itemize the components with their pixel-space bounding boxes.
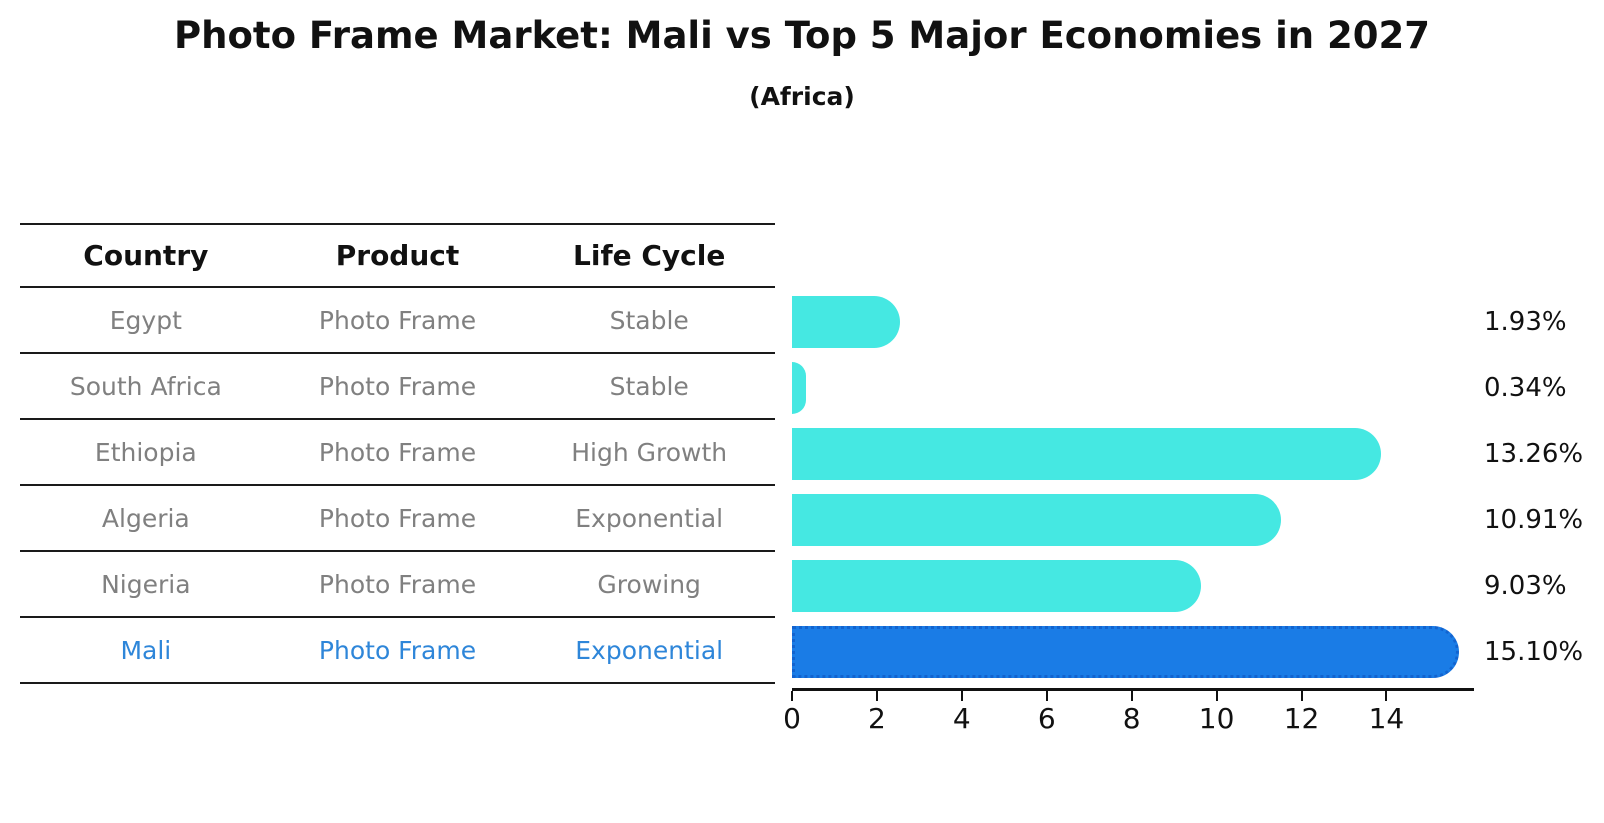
- x-tick-label: 8: [1122, 702, 1141, 735]
- bar-nigeria: [792, 560, 1202, 612]
- x-tick: [1215, 691, 1218, 701]
- x-tick: [791, 691, 793, 701]
- table-row-mali: Mali Photo Frame Exponential: [20, 618, 775, 684]
- table-row-egypt: Egypt Photo Frame Stable: [20, 288, 775, 354]
- comparison-table: Country Product Life Cycle Egypt Photo Frame…: [20, 223, 775, 684]
- table-header-life-cycle: Life Cycle: [573, 239, 726, 272]
- country-cell: Ethiopia: [94, 437, 197, 467]
- table-row-nigeria: Nigeria Photo Frame Growing: [20, 552, 775, 618]
- country-cell: Algeria: [101, 503, 190, 533]
- chart-subtitle: (Africa): [749, 82, 855, 111]
- product-cell: Photo Frame: [318, 305, 477, 335]
- value-label: 10.91%: [1484, 505, 1584, 535]
- table-header-product: Product: [335, 239, 460, 272]
- bar-south-africa: [792, 362, 807, 414]
- x-tick: [1130, 691, 1133, 701]
- x-tick-label: 2: [867, 702, 886, 735]
- bar-mali: [792, 626, 1460, 678]
- table-row-south-africa: South Africa Photo Frame Stable: [20, 354, 775, 420]
- value-label: 1.93%: [1484, 307, 1567, 337]
- lifecycle-cell: Exponential: [575, 503, 724, 533]
- value-label: 13.26%: [1484, 439, 1584, 469]
- product-cell: Photo Frame: [318, 569, 477, 599]
- x-tick-label: 6: [1037, 702, 1056, 735]
- x-tick-label: 14: [1368, 702, 1405, 735]
- x-tick: [1385, 691, 1388, 701]
- lifecycle-cell: Stable: [609, 371, 689, 401]
- product-cell: Photo Frame: [318, 437, 477, 467]
- country-cell: South Africa: [69, 371, 222, 401]
- value-label: 15.10%: [1484, 637, 1584, 667]
- lifecycle-cell: Stable: [609, 305, 689, 335]
- lifecycle-cell: Exponential: [575, 635, 724, 665]
- x-tick-label: 10: [1198, 702, 1235, 735]
- x-tick-label: 0: [783, 702, 801, 735]
- country-cell: Mali: [120, 635, 172, 665]
- value-label: 9.03%: [1484, 571, 1567, 601]
- chart-title: Photo Frame Market: Mali vs Top 5 Major …: [174, 14, 1430, 57]
- product-cell: Photo Frame: [318, 371, 477, 401]
- x-tick: [1045, 691, 1048, 701]
- table-header-row: Country Product Life Cycle: [20, 223, 775, 288]
- bar-egypt: [792, 296, 900, 348]
- country-cell: Egypt: [109, 305, 182, 335]
- bar-ethiopia: [792, 428, 1382, 480]
- country-cell: Nigeria: [101, 569, 191, 599]
- lifecycle-cell: High Growth: [571, 437, 728, 467]
- product-cell: Photo Frame: [318, 635, 477, 665]
- x-tick: [1300, 691, 1303, 701]
- x-tick-label: 4: [952, 702, 971, 735]
- table-row-algeria: Algeria Photo Frame Exponential: [20, 486, 775, 552]
- x-tick-label: 12: [1283, 702, 1320, 735]
- product-cell: Photo Frame: [318, 503, 477, 533]
- table-row-ethiopia: Ethiopia Photo Frame High Growth: [20, 420, 775, 486]
- x-tick: [875, 691, 878, 701]
- value-label: 0.34%: [1484, 373, 1567, 403]
- x-axis: [792, 688, 1474, 691]
- lifecycle-cell: Growing: [597, 569, 701, 599]
- x-tick: [960, 691, 963, 701]
- table-header-country: Country: [83, 239, 209, 272]
- bar-algeria: [792, 494, 1282, 546]
